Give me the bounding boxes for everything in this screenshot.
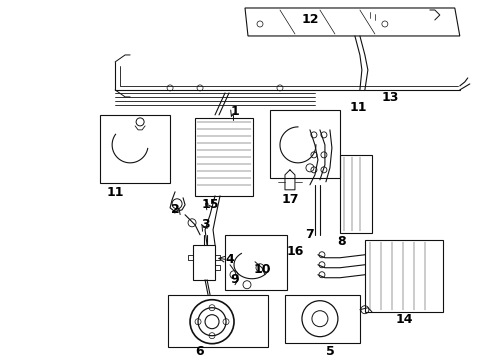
Text: 12: 12 <box>301 13 319 27</box>
Text: 9: 9 <box>231 273 239 286</box>
Text: 1: 1 <box>231 105 240 118</box>
Text: 6: 6 <box>196 345 204 358</box>
Text: 14: 14 <box>395 313 413 326</box>
Text: 15: 15 <box>201 198 219 211</box>
Bar <box>270 110 340 178</box>
Bar <box>168 295 268 347</box>
Text: 2: 2 <box>171 203 179 216</box>
Bar <box>340 155 372 233</box>
Text: 17: 17 <box>281 193 299 206</box>
Text: 4: 4 <box>225 253 234 266</box>
Text: 8: 8 <box>338 235 346 248</box>
Bar <box>193 245 215 280</box>
Bar <box>195 118 253 196</box>
Text: 3: 3 <box>201 218 209 231</box>
Bar <box>285 295 360 343</box>
Text: 5: 5 <box>325 345 334 358</box>
Text: 10: 10 <box>253 263 271 276</box>
Text: 16: 16 <box>286 245 304 258</box>
Text: 7: 7 <box>306 228 314 241</box>
Bar <box>225 235 287 290</box>
Text: 11: 11 <box>106 186 124 199</box>
Text: 13: 13 <box>381 91 398 104</box>
Text: 11: 11 <box>349 102 367 114</box>
Bar <box>100 115 170 183</box>
Bar <box>365 240 443 312</box>
